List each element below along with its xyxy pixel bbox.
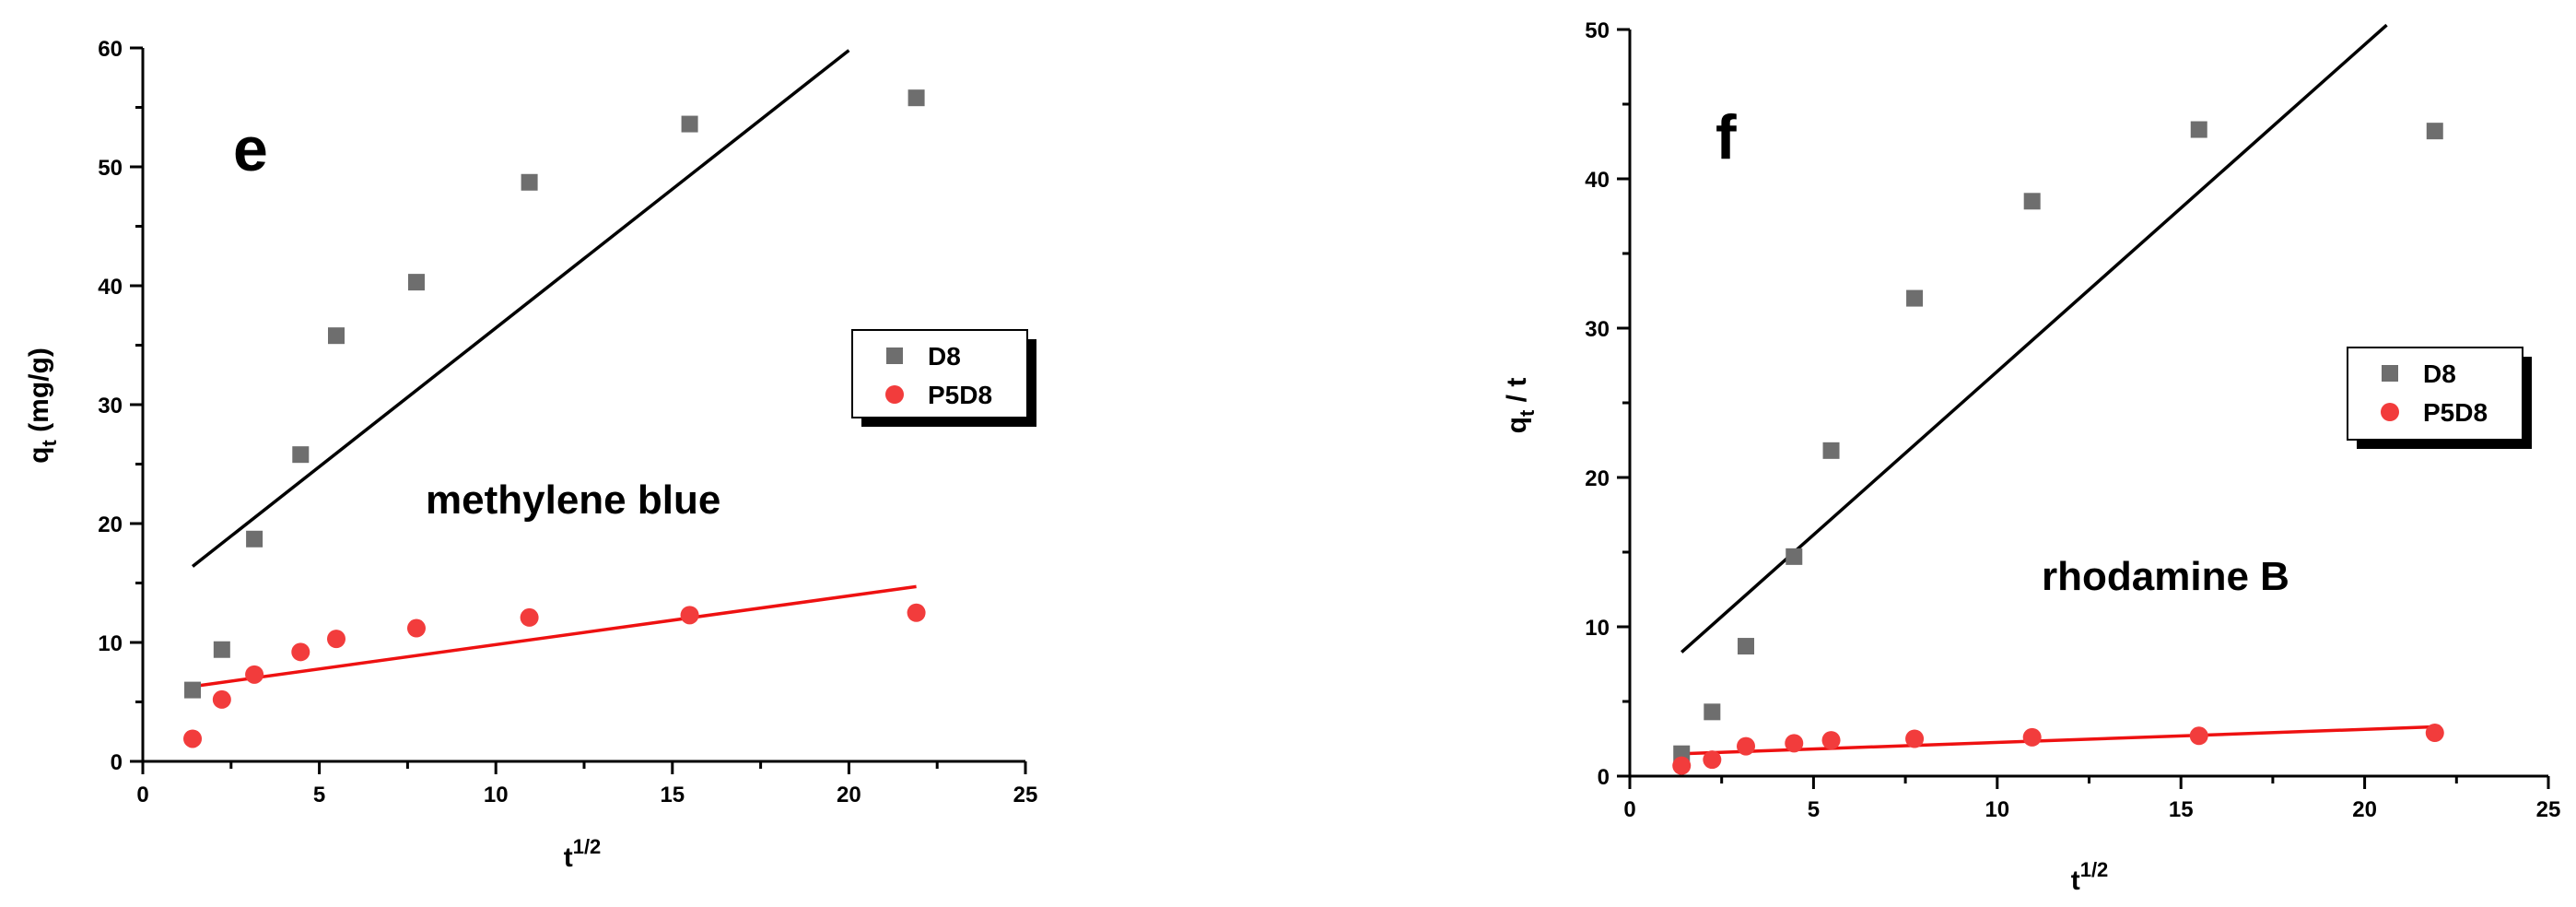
- data-point-p5d8: [291, 642, 310, 662]
- annotation-label: rhodamine B: [2042, 554, 2289, 599]
- y-tick-label: 40: [98, 275, 123, 300]
- x-tick-label: 0: [136, 783, 148, 807]
- data-point-d8: [1704, 703, 1721, 721]
- y-tick-label: 50: [1585, 18, 1610, 43]
- legend-label-p5d8: P5D8: [928, 381, 992, 409]
- fit-line-d8: [191, 49, 850, 568]
- data-point-d8: [213, 641, 230, 658]
- y-tick-label: 50: [98, 156, 123, 181]
- data-point-p5d8: [2022, 727, 2042, 747]
- data-point-p5d8: [2425, 724, 2444, 743]
- y-axis-title: qt (mg/g): [24, 347, 61, 464]
- y-tick-label: 20: [98, 512, 123, 537]
- x-tick-label: 5: [1808, 797, 1820, 822]
- y-axis-title-main: q: [1502, 417, 1532, 433]
- data-point-p5d8: [1785, 734, 1804, 753]
- data-point-d8: [2023, 193, 2041, 210]
- data-point-d8: [2426, 123, 2443, 140]
- x-axis-title: t1/2: [2071, 858, 2109, 896]
- x-axis-title-main: t: [2071, 866, 2080, 896]
- data-point-d8: [681, 115, 698, 133]
- data-point-d8: [327, 327, 345, 345]
- y-tick-label: 0: [111, 750, 123, 775]
- data-point-p5d8: [1905, 729, 1925, 748]
- legend-marker-p5d8: [885, 385, 904, 404]
- data-point-p5d8: [520, 607, 539, 627]
- data-point-p5d8: [2189, 726, 2208, 746]
- y-axis-title-main: q: [24, 446, 54, 463]
- data-point-p5d8: [212, 689, 231, 709]
- annotation-label: methylene blue: [426, 477, 720, 523]
- legend-marker-p5d8: [2381, 403, 2399, 421]
- legend-box: [851, 329, 1028, 418]
- x-axis-title: t1/2: [564, 835, 602, 873]
- data-point-p5d8: [1737, 736, 1756, 756]
- legend: D8 P5D8: [851, 329, 1036, 427]
- data-point-d8: [1906, 289, 1924, 307]
- data-point-p5d8: [1703, 750, 1722, 770]
- y-tick-label: 10: [1585, 616, 1610, 641]
- data-point-d8: [521, 173, 538, 191]
- legend-label-p5d8: P5D8: [2423, 398, 2488, 427]
- data-point-p5d8: [183, 729, 203, 748]
- data-point-p5d8: [326, 630, 345, 649]
- panel-letter: f: [1715, 102, 1737, 172]
- y-tick-label: 30: [98, 394, 123, 418]
- x-tick-label: 15: [660, 783, 685, 807]
- x-tick-label: 20: [837, 783, 861, 807]
- legend-label-d8: D8: [2423, 359, 2456, 388]
- y-tick-label: 0: [1598, 765, 1610, 790]
- fit-line-p5d8: [192, 584, 917, 689]
- data-point-d8: [1786, 548, 1803, 565]
- x-axis-title-superscript: 1/2: [2080, 858, 2109, 881]
- data-point-p5d8: [245, 665, 264, 684]
- x-tick-label: 10: [1985, 797, 2009, 822]
- fit-line-p5d8: [1681, 724, 2435, 756]
- x-tick-label: 25: [2536, 797, 2561, 822]
- data-point-p5d8: [680, 606, 699, 625]
- y-axis-title-suffix: / t: [1502, 378, 1532, 410]
- y-tick-label: 10: [98, 631, 123, 656]
- x-tick-label: 5: [313, 783, 325, 807]
- y-tick-label: 40: [1585, 168, 1610, 193]
- data-point-d8: [246, 530, 263, 548]
- y-axis-title-subscript: t: [1516, 409, 1539, 417]
- y-tick-label: 20: [1585, 466, 1610, 491]
- legend-marker-d8: [2382, 365, 2398, 382]
- data-point-p5d8: [1672, 756, 1692, 775]
- data-point-d8: [2190, 121, 2207, 138]
- x-tick-label: 10: [484, 783, 509, 807]
- data-point-d8: [1822, 442, 1840, 459]
- x-tick-label: 15: [2169, 797, 2194, 822]
- data-point-p5d8: [1821, 731, 1841, 750]
- x-tick-label: 0: [1623, 797, 1635, 822]
- y-axis-title-suffix: (mg/g): [24, 347, 54, 440]
- data-point-d8: [907, 89, 925, 107]
- data-point-d8: [292, 446, 310, 464]
- x-tick-label: 20: [2352, 797, 2377, 822]
- legend: D8 P5D8: [2347, 347, 2532, 449]
- data-point-p5d8: [907, 603, 926, 622]
- y-axis-title: qt / t: [1502, 378, 1539, 434]
- legend-box: [2347, 347, 2523, 441]
- y-tick-label: 30: [1585, 317, 1610, 342]
- data-point-d8: [184, 681, 202, 699]
- data-point-d8: [1738, 638, 1755, 655]
- y-axis-title-subscript: t: [38, 439, 61, 446]
- data-point-d8: [407, 274, 425, 291]
- x-axis-title-superscript: 1/2: [573, 835, 602, 858]
- legend-label-d8: D8: [928, 342, 961, 371]
- fit-line-d8: [1680, 23, 2388, 654]
- panel-letter: e: [233, 114, 268, 184]
- legend-marker-d8: [886, 347, 903, 364]
- y-tick-label: 60: [98, 37, 123, 62]
- data-point-p5d8: [406, 618, 426, 638]
- x-axis-title-main: t: [564, 842, 573, 873]
- x-tick-label: 25: [1013, 783, 1038, 807]
